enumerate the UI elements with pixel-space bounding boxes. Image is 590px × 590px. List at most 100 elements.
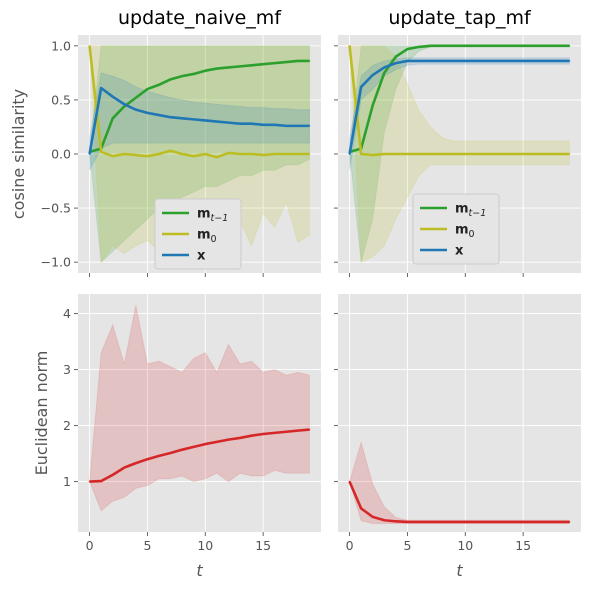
panel-top-left: update_naive_mf cosine similarity −1.0 −0… <box>9 7 321 277</box>
y-tick-label: −0.5 <box>41 201 71 216</box>
data-point <box>510 153 513 155</box>
data-point <box>250 153 253 155</box>
data-point <box>522 521 524 523</box>
data-point <box>273 432 276 434</box>
data-point <box>487 521 490 523</box>
plot-area: 0 5 10 15 1 2 3 4 <box>63 294 321 553</box>
data-point <box>487 45 490 47</box>
data-point <box>227 66 230 69</box>
series-band <box>349 57 570 171</box>
data-point <box>499 521 501 523</box>
y-tick-label: 2 <box>63 418 71 433</box>
data-point <box>464 60 467 62</box>
data-point <box>250 434 253 437</box>
data-point <box>216 156 218 159</box>
data-point <box>522 153 524 155</box>
data-point <box>557 521 559 523</box>
data-point <box>204 443 207 445</box>
data-point <box>192 73 195 75</box>
data-point <box>308 153 311 155</box>
data-point <box>135 462 137 464</box>
panel-title: update_naive_mf <box>118 7 282 29</box>
data-point <box>395 55 397 58</box>
data-point <box>262 63 264 66</box>
data-point <box>111 117 114 120</box>
data-point <box>192 155 195 157</box>
data-point <box>262 154 264 156</box>
data-point <box>146 458 149 461</box>
data-point <box>533 153 536 155</box>
data-point <box>227 152 230 154</box>
data-point <box>510 45 513 47</box>
x-tick-label: 10 <box>197 538 213 553</box>
data-point <box>418 60 420 62</box>
data-point <box>111 95 114 98</box>
data-point <box>568 60 571 62</box>
data-point <box>441 60 443 62</box>
data-point <box>499 60 501 62</box>
data-point <box>464 521 467 523</box>
data-point <box>452 60 455 62</box>
data-point <box>216 441 218 443</box>
data-point <box>406 521 409 523</box>
data-point <box>360 86 362 88</box>
x-tick-label: 15 <box>515 538 531 553</box>
data-point <box>239 153 241 155</box>
data-point <box>441 45 443 47</box>
data-point <box>123 105 126 108</box>
data-point <box>308 428 311 431</box>
data-point <box>383 519 386 522</box>
data-point <box>135 154 137 156</box>
data-point <box>371 516 374 518</box>
data-point <box>169 452 172 454</box>
series-line <box>348 59 570 155</box>
data-point <box>545 153 548 155</box>
data-point <box>406 153 409 155</box>
data-point <box>557 45 559 47</box>
x-tick-label: 15 <box>255 538 271 553</box>
data-point <box>273 123 276 126</box>
data-point <box>441 521 443 523</box>
data-point <box>192 446 195 448</box>
data-point <box>487 60 490 62</box>
panel-title: update_tap_mf <box>388 7 532 29</box>
data-point <box>239 437 241 439</box>
data-point <box>285 125 288 127</box>
data-point <box>452 45 455 47</box>
data-point <box>227 121 230 124</box>
data-point <box>371 154 374 156</box>
data-point <box>204 153 207 155</box>
data-point <box>429 153 432 155</box>
x-axis-label: t <box>456 561 463 580</box>
panel-background <box>338 294 581 532</box>
data-point <box>285 61 288 63</box>
data-point <box>522 45 524 47</box>
series-line <box>348 481 570 524</box>
data-point <box>533 521 536 523</box>
data-point <box>452 521 455 523</box>
x-axis-label: t <box>196 561 203 580</box>
y-tick-label: 1 <box>63 474 71 489</box>
data-point <box>476 521 478 523</box>
data-point <box>406 60 409 62</box>
panel-background <box>78 294 321 532</box>
y-tick-label: −1.0 <box>41 255 71 270</box>
x-tick-label: 10 <box>457 538 473 553</box>
data-point <box>395 153 397 155</box>
data-point <box>348 480 351 483</box>
data-point <box>216 67 218 70</box>
data-point <box>395 520 397 523</box>
data-point <box>348 45 351 47</box>
data-point <box>181 117 183 120</box>
data-point <box>360 153 362 155</box>
data-point <box>227 438 230 441</box>
data-point <box>158 114 160 116</box>
data-point <box>452 153 455 155</box>
y-tick-label: 3 <box>63 362 71 377</box>
data-point <box>181 75 183 77</box>
data-point <box>308 125 311 127</box>
data-point <box>146 155 149 157</box>
y-tick-label: 0.5 <box>51 92 71 107</box>
